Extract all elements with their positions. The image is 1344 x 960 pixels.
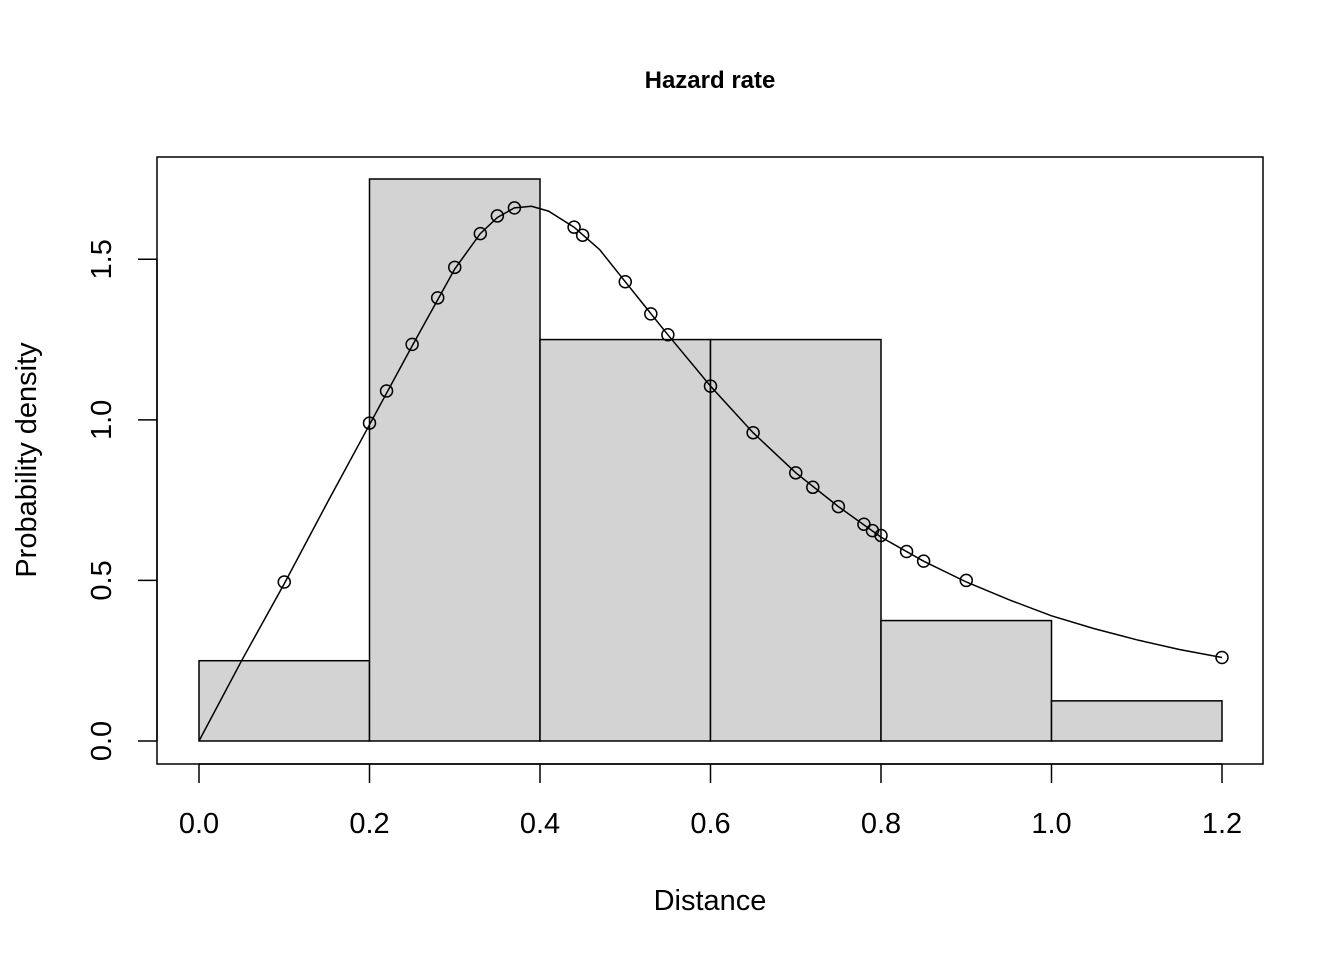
y-axis: 0.0 0.5 1.0 1.5 (86, 239, 158, 761)
histogram-bars (198, 178, 1223, 742)
data-point-6 (448, 260, 462, 275)
data-point-19 (831, 499, 846, 514)
data-point-9 (507, 201, 522, 215)
data-point-7 (473, 226, 488, 241)
data-point-25 (959, 573, 973, 588)
y-tick-label: 0.5 (86, 560, 118, 600)
x-axis: 0.0 0.2 0.4 0.6 0.8 1.0 1.2 (179, 763, 1242, 840)
data-point-2 (362, 416, 377, 430)
histogram-bar-4 (709, 338, 882, 742)
x-tick-label: 0.4 (520, 808, 560, 840)
data-point-11 (575, 228, 590, 242)
data-point-23 (899, 544, 914, 559)
x-tick-label: 1.0 (1031, 808, 1071, 840)
observation-points (277, 201, 1229, 665)
histogram-bar-2 (368, 178, 541, 742)
data-point-15 (703, 379, 718, 393)
data-point-22 (874, 528, 888, 543)
x-tick-label: 0.2 (349, 808, 389, 840)
y-tick-label: 0.0 (86, 721, 118, 761)
x-tick-label: 0.6 (690, 808, 730, 840)
data-point-12 (618, 275, 632, 289)
histogram-bar-6 (1050, 700, 1223, 742)
data-point-1 (277, 575, 291, 589)
data-point-16 (746, 425, 760, 440)
data-point-10 (567, 220, 581, 234)
data-point-5 (430, 291, 445, 305)
data-point-4 (405, 337, 419, 352)
data-point-20 (857, 517, 871, 531)
data-point-18 (806, 480, 820, 495)
y-tick-label: 1.5 (86, 239, 118, 279)
data-point-24 (916, 554, 931, 568)
data-point-13 (644, 307, 658, 321)
data-point-3 (379, 384, 394, 398)
y-axis-label: Probability density (11, 342, 43, 578)
x-tick-label: 0.8 (861, 808, 901, 840)
x-axis-label: Distance (654, 885, 767, 917)
histogram-bar-1 (198, 659, 371, 742)
histogram-bar-5 (880, 619, 1053, 742)
x-tick-label: 0.0 (179, 808, 219, 840)
chart-title: Hazard rate (645, 67, 776, 94)
data-point-26 (1215, 650, 1229, 665)
x-tick-label: 1.2 (1202, 808, 1242, 840)
fitted-curve (198, 205, 1223, 742)
data-point-14 (661, 328, 675, 342)
y-tick-label: 1.0 (86, 400, 118, 440)
data-point-17 (789, 466, 803, 480)
data-point-8 (490, 209, 505, 223)
histogram-bar-3 (539, 338, 712, 742)
